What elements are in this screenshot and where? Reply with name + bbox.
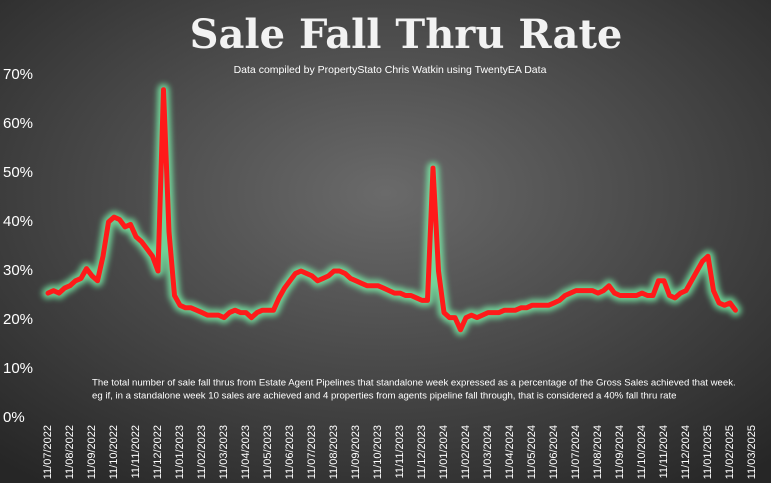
x-tick-label: 11/04/2024 (504, 425, 516, 479)
x-tick-label: 11/10/2022 (108, 425, 120, 479)
x-tick-label: 11/04/2023 (240, 425, 252, 479)
x-tick-label: 11/09/2023 (350, 425, 362, 479)
x-tick-label: 11/02/2025 (724, 425, 736, 479)
y-tick-label: 0% (3, 409, 25, 426)
subtitle: Data compiled by PropertyStato Chris Wat… (234, 64, 547, 76)
y-tick-label: 30% (3, 262, 33, 279)
x-tick-label: 11/01/2024 (438, 425, 450, 479)
x-tick-label: 11/02/2024 (460, 425, 472, 479)
annotation: eg if, in a standalone week 10 sales are… (92, 391, 677, 402)
annotation: The total number of sale fall thrus from… (92, 378, 736, 389)
x-tick-label: 11/03/2024 (482, 425, 494, 479)
chart-title: Sale Fall Thru Rate (190, 11, 623, 58)
x-tick-label: 11/06/2024 (548, 425, 560, 479)
x-tick-label: 11/06/2023 (284, 425, 296, 479)
y-tick-label: 70% (3, 66, 33, 83)
x-tick-label: 11/11/2024 (658, 425, 670, 478)
y-tick-label: 10% (3, 360, 33, 377)
x-tick-label: 11/11/2022 (130, 425, 142, 478)
y-tick-label: 60% (3, 115, 33, 132)
x-tick-label: 11/05/2024 (526, 425, 538, 479)
x-tick-label: 11/03/2025 (746, 425, 758, 479)
x-tick-label: 11/10/2024 (636, 425, 648, 479)
x-tick-label: 11/08/2023 (328, 425, 340, 479)
x-tick-label: 11/07/2022 (42, 425, 54, 479)
x-tick-label: 11/01/2025 (702, 425, 714, 479)
x-tick-label: 11/12/2023 (416, 425, 428, 479)
x-tick-label: 11/09/2022 (86, 425, 98, 479)
y-tick-label: 20% (3, 311, 33, 328)
x-tick-label: 11/12/2024 (680, 425, 692, 479)
y-tick-label: 50% (3, 164, 33, 181)
line (45, 87, 738, 333)
x-tick-label: 11/08/2024 (592, 425, 604, 479)
y-tick-label: 40% (3, 213, 33, 230)
x-tick-label: 11/07/2024 (570, 425, 582, 479)
x-tick-label: 11/02/2023 (196, 425, 208, 479)
x-tick-label: 11/05/2023 (262, 425, 274, 479)
x-tick-label: 11/07/2023 (306, 425, 318, 479)
x-tick-label: 11/12/2022 (152, 425, 164, 479)
x-tick-label: 11/10/2023 (372, 425, 384, 479)
x-tick-label: 11/09/2024 (614, 425, 626, 479)
x-tick-label: 11/11/2023 (394, 425, 406, 478)
x-tick-label: 11/01/2023 (174, 425, 186, 479)
x-tick-label: 11/03/2023 (218, 425, 230, 479)
x-tick-label: 11/08/2022 (64, 425, 76, 479)
